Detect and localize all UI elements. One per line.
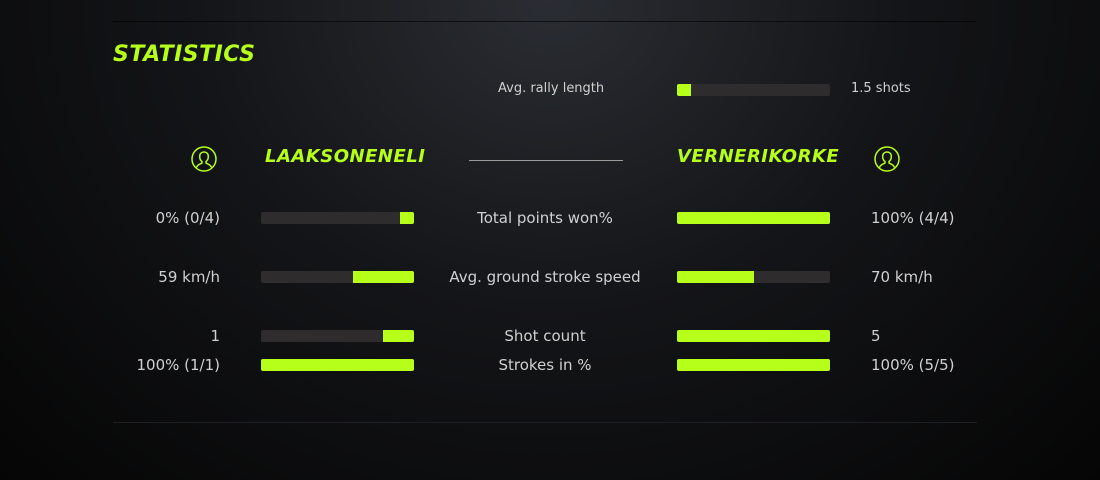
- left-stat-value: 59 km/h: [158, 268, 220, 286]
- bar-fill: [677, 271, 754, 283]
- right-stat-value: 70 km/h: [871, 268, 933, 286]
- stat-label: Strokes in %: [498, 356, 592, 374]
- bar-fill: [352, 271, 414, 283]
- bar-fill: [400, 212, 414, 224]
- left-stat-bar: [261, 330, 414, 342]
- right-stat-value: 100% (5/5): [871, 356, 955, 374]
- top-divider: [113, 21, 977, 22]
- stat-label: Avg. ground stroke speed: [449, 268, 641, 286]
- right-stat-bar: [677, 330, 830, 342]
- stat-label: Total points won%: [477, 209, 613, 227]
- user-circle-icon: [874, 146, 900, 172]
- bar-fill: [261, 359, 414, 371]
- bottom-divider: [113, 422, 977, 423]
- right-stat-bar: [677, 359, 830, 371]
- stat-label: Shot count: [504, 327, 586, 345]
- right-stat-bar: [677, 271, 830, 283]
- right-stat-value: 5: [871, 327, 881, 345]
- header-divider: [469, 160, 623, 161]
- left-stat-bar: [261, 271, 414, 283]
- bar-fill: [677, 359, 830, 371]
- right-player-name: VERNERIKORKE: [677, 146, 840, 167]
- bar-fill: [677, 212, 830, 224]
- left-stat-bar: [261, 359, 414, 371]
- left-stat-value: 100% (1/1): [136, 356, 221, 374]
- bar-fill: [677, 330, 830, 342]
- rally-label: Avg. rally length: [498, 81, 605, 96]
- section-title: STATISTICS: [113, 42, 256, 67]
- rally-value: 1.5 shots: [851, 81, 911, 96]
- left-stat-value: 0% (0/4): [155, 209, 220, 227]
- left-player-name: LAAKSONENELI: [265, 146, 426, 167]
- rally-bar: [677, 84, 830, 96]
- right-stat-bar: [677, 212, 830, 224]
- left-stat-value: 1: [210, 327, 220, 345]
- left-stat-bar: [261, 212, 414, 224]
- bar-fill: [383, 330, 414, 342]
- user-circle-icon: [191, 146, 217, 172]
- right-stat-value: 100% (4/4): [871, 209, 955, 227]
- bar-fill: [677, 84, 691, 96]
